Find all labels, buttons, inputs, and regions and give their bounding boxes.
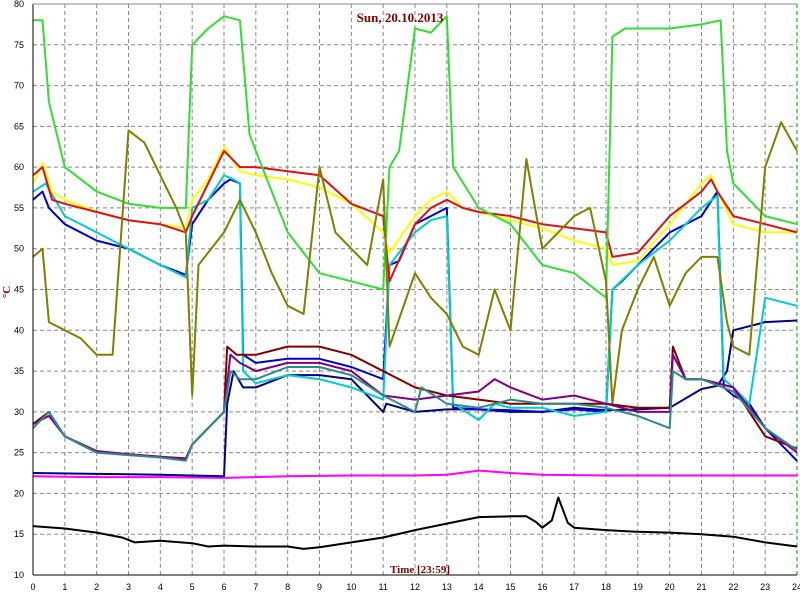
x-tick-label: 7	[253, 582, 258, 592]
y-tick-label: 30	[14, 407, 24, 417]
y-tick-label: 50	[14, 244, 24, 254]
y-tick-label: 25	[14, 448, 24, 458]
x-axis-title: Time [23:59]	[390, 564, 450, 576]
series-line-1	[32, 496, 798, 550]
x-tick-label: 5	[190, 582, 195, 592]
x-tick-label: 22	[728, 582, 738, 592]
x-tick-label: 0	[30, 582, 35, 592]
series-line-7	[32, 149, 798, 283]
y-tick-label: 40	[14, 325, 24, 335]
x-tick-label: 15	[505, 582, 515, 592]
x-tick-label: 11	[378, 582, 387, 592]
series-line-12	[32, 366, 798, 462]
x-tick-label: 2	[94, 582, 99, 592]
x-tick-label: 19	[633, 582, 643, 592]
x-tick-label: 1	[62, 582, 67, 592]
series-group	[32, 15, 798, 550]
series-line-9	[32, 121, 798, 405]
y-tick-label: 60	[14, 162, 24, 172]
y-tick-label: 65	[14, 121, 24, 131]
y-tick-label: 15	[14, 529, 24, 539]
y-tick-label: 20	[14, 488, 24, 498]
y-tick-label: 55	[14, 203, 24, 213]
y-tick-label: 75	[14, 40, 24, 50]
x-tick-label: 6	[221, 582, 226, 592]
y-tick-label: 70	[14, 81, 24, 91]
y-axis-title: °C	[1, 286, 13, 298]
x-tick-label: 3	[126, 582, 131, 592]
x-tick-label: 23	[760, 582, 770, 592]
x-tick-label: 12	[410, 582, 420, 592]
x-tick-label: 8	[285, 582, 290, 592]
y-tick-label: 35	[14, 366, 24, 376]
x-tick-label: 24	[792, 582, 800, 592]
y-tick-label: 10	[14, 570, 24, 580]
chart-title: Sun, 20.10.2013	[357, 10, 444, 25]
y-tick-label: 45	[14, 285, 24, 295]
series-line-3	[32, 319, 798, 478]
x-tick-label: 16	[537, 582, 547, 592]
series-line-2	[32, 469, 797, 479]
axes: 0 1 2 3 4 5 6 7 8 9 10 11 12 13 14 15 16 17 18 19 20 21 22 23 24…	[14, 0, 800, 592]
x-tick-label: 17	[569, 582, 579, 592]
x-tick-label: 13	[442, 582, 452, 592]
series-line-8	[33, 15, 798, 299]
x-tick-label: 10	[346, 582, 356, 592]
x-tick-label: 21	[696, 582, 706, 592]
x-tick-label: 20	[665, 582, 675, 592]
x-tick-label: 18	[601, 582, 611, 592]
x-tick-label: 4	[158, 582, 163, 592]
series-line-5	[32, 174, 798, 421]
x-tick-label: 14	[474, 582, 484, 592]
y-tick-label: 80	[14, 0, 24, 9]
x-tick-label: 9	[317, 582, 322, 592]
